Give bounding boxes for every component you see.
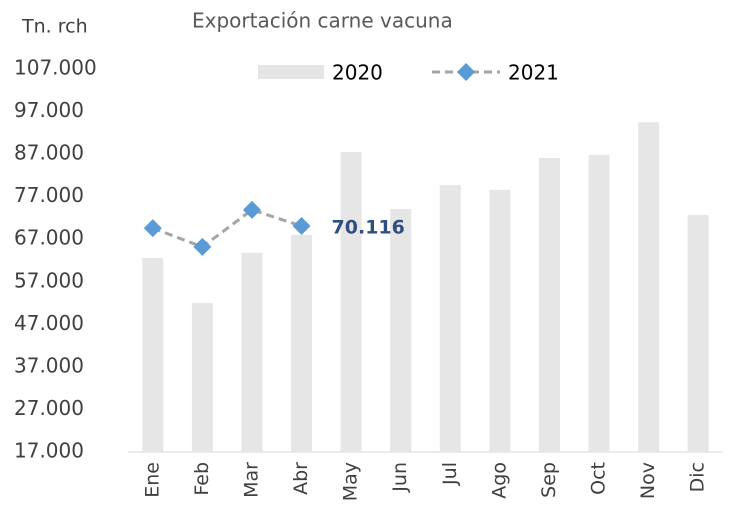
legend-label: 2020 [332, 61, 383, 85]
bar [142, 257, 164, 452]
y-tick-label: 27.000 [14, 396, 84, 420]
y-tick-label: 107.000 [14, 56, 97, 80]
bar [439, 185, 461, 452]
x-tick-label: May [340, 462, 362, 501]
x-tick-label: Ene [141, 462, 163, 498]
x-tick-label: Jun [389, 462, 411, 493]
x-tick-label: Ago [488, 462, 510, 499]
y-tick-label: 47.000 [14, 311, 84, 335]
y-tick-label: 57.000 [14, 268, 84, 292]
legend-label: 2021 [508, 61, 559, 85]
legend-swatch [258, 65, 324, 79]
y-tick-label: 77.000 [14, 183, 84, 207]
x-tick-label: Abr [290, 462, 312, 495]
bar [291, 234, 313, 452]
data-label: 70.116 [332, 216, 405, 238]
bar [687, 214, 709, 452]
x-tick-label: Nov [637, 462, 659, 499]
bar [241, 252, 263, 452]
x-tick-label: Sep [538, 462, 560, 498]
y-tick-label: 37.000 [14, 353, 84, 377]
bar [538, 157, 560, 453]
x-tick-label: Feb [191, 462, 213, 496]
marker [292, 216, 311, 235]
y-tick-label: 87.000 [14, 141, 84, 165]
bar [638, 122, 660, 452]
bar [588, 154, 610, 452]
y-tick-label: 97.000 [14, 98, 84, 122]
line [152, 208, 303, 249]
x-tick-label: Mar [240, 462, 262, 498]
legend-marker [457, 63, 475, 81]
x-tick-label: Dic [687, 462, 709, 492]
bar [191, 303, 213, 452]
x-tick-label: Oct [588, 462, 610, 495]
y-tick-label: 17.000 [14, 439, 84, 463]
bar [489, 189, 511, 452]
marker [242, 200, 261, 219]
bar [340, 151, 362, 452]
bar [390, 209, 412, 452]
marker [143, 219, 162, 238]
x-tick-label: Jul [439, 462, 461, 486]
y-axis-title: Tn. rch [21, 16, 88, 38]
marker [193, 237, 212, 256]
y-tick-label: 67.000 [14, 226, 84, 250]
chart-title: Exportación carne vacuna [192, 9, 453, 33]
